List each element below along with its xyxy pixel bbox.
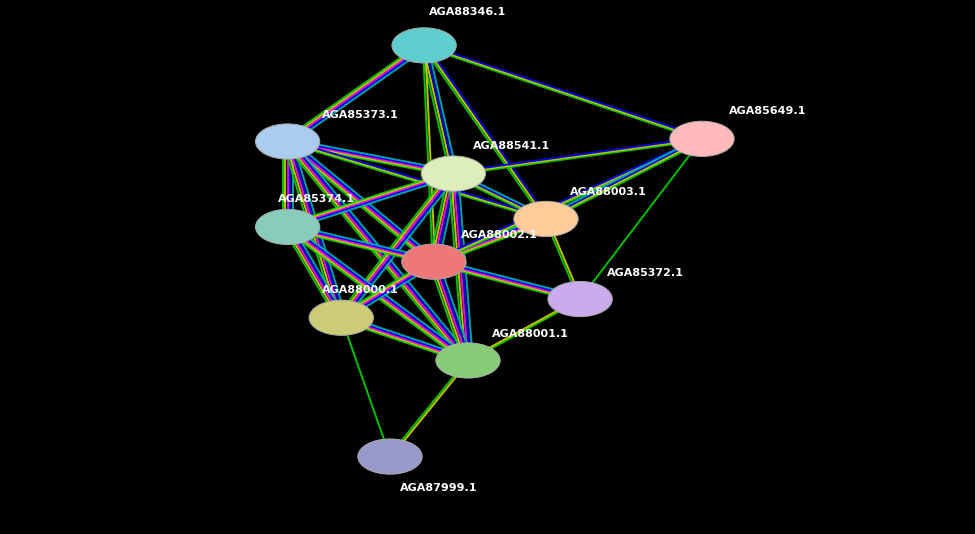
Circle shape [421, 156, 486, 191]
Text: AGA87999.1: AGA87999.1 [400, 483, 477, 492]
Text: AGA85373.1: AGA85373.1 [322, 110, 399, 120]
Text: AGA85374.1: AGA85374.1 [278, 194, 355, 204]
Text: AGA85372.1: AGA85372.1 [607, 269, 684, 278]
Circle shape [514, 201, 578, 237]
Text: AGA88346.1: AGA88346.1 [429, 7, 506, 17]
Circle shape [255, 124, 320, 159]
Circle shape [255, 209, 320, 245]
Text: AGA88001.1: AGA88001.1 [492, 329, 569, 339]
Circle shape [309, 300, 373, 335]
Circle shape [402, 244, 466, 279]
Text: AGA88002.1: AGA88002.1 [461, 230, 538, 240]
Circle shape [670, 121, 734, 156]
Text: AGA88003.1: AGA88003.1 [570, 187, 647, 197]
Circle shape [548, 281, 612, 317]
Circle shape [358, 439, 422, 474]
Circle shape [392, 28, 456, 63]
Text: AGA88541.1: AGA88541.1 [473, 141, 550, 151]
Text: AGA88000.1: AGA88000.1 [322, 285, 399, 295]
Circle shape [436, 343, 500, 378]
Text: AGA85649.1: AGA85649.1 [729, 106, 806, 116]
